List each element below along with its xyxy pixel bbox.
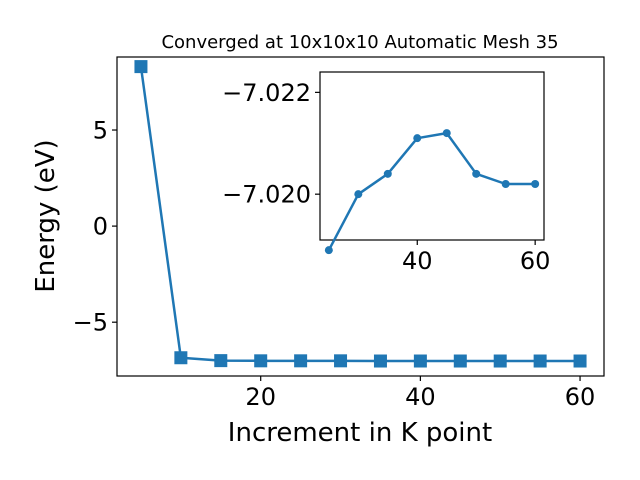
x-axis-label: Increment in K point bbox=[228, 418, 492, 448]
main-x-tick-label: 60 bbox=[565, 383, 596, 411]
chart-title: Converged at 10x10x10 Automatic Mesh 35 bbox=[161, 32, 558, 53]
main-plot-area: 20 40 60 5 0 −5 bbox=[73, 56, 605, 411]
main-series-line bbox=[139, 66, 581, 363]
main-data-point bbox=[254, 354, 268, 368]
inset-data-point bbox=[383, 169, 392, 178]
inset-data-point bbox=[472, 169, 481, 178]
main-data-point bbox=[174, 351, 188, 365]
inset-y-tick-label: −7.022 bbox=[222, 79, 311, 107]
inset-data-point bbox=[324, 246, 333, 255]
inset-plot-area: 40 60 −7.022 −7.020 bbox=[222, 71, 551, 275]
inset-data-point bbox=[354, 190, 363, 199]
inset-data-point bbox=[501, 180, 510, 188]
main-data-point bbox=[533, 354, 547, 368]
inset-series-line bbox=[327, 131, 536, 251]
main-data-point bbox=[214, 354, 228, 368]
main-y-tick-label: 5 bbox=[93, 116, 108, 144]
main-data-point bbox=[134, 60, 148, 74]
main-data-point bbox=[373, 354, 387, 368]
inset-y-tick-label: −7.020 bbox=[222, 181, 311, 209]
main-data-point bbox=[413, 354, 427, 368]
inset-data-point bbox=[531, 180, 540, 188]
main-frame bbox=[116, 56, 605, 377]
inset-data-point bbox=[442, 129, 451, 138]
main-x-tick-label: 20 bbox=[245, 383, 276, 411]
y-axis-label: Energy (eV) bbox=[31, 139, 61, 292]
main-x-tick-label: 40 bbox=[405, 383, 436, 411]
main-data-point bbox=[493, 354, 507, 368]
main-data-point bbox=[334, 354, 348, 368]
main-y-tick-label: 0 bbox=[93, 213, 108, 241]
main-y-tick-label: −5 bbox=[73, 309, 108, 337]
inset-frame bbox=[319, 71, 545, 241]
main-data-point bbox=[573, 354, 587, 368]
inset-x-tick-label: 40 bbox=[402, 247, 433, 275]
main-data-point bbox=[453, 354, 467, 368]
inset-data-point bbox=[413, 134, 422, 143]
inset-x-tick-label: 60 bbox=[520, 247, 551, 275]
main-data-point bbox=[294, 354, 308, 368]
